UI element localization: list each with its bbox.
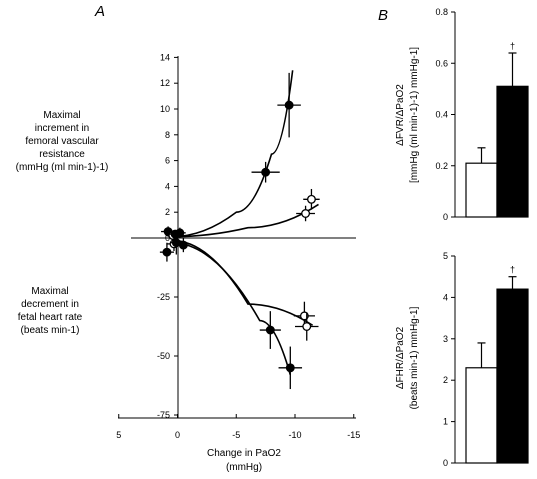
b-bottom-ylabel-line1: ΔFHR/ΔPaO2 — [395, 326, 406, 389]
lower-label-line: Maximal — [31, 286, 68, 297]
fit-curves — [171, 70, 319, 376]
upper-side-label: Maximal increment in femoral vascular re… — [16, 110, 109, 173]
fvr-point-open — [301, 209, 311, 218]
y-tick-label: -75 — [157, 410, 170, 420]
upper-label-line: (mmHg (ml min-1)-1) — [16, 162, 109, 173]
b-top-ylabel-line1: ΔFVR/ΔPaO2 — [395, 84, 406, 146]
bar-y-tick-label: 0 — [443, 212, 448, 222]
y-tick-label: 8 — [165, 130, 170, 140]
x-tick-label: -5 — [232, 430, 240, 440]
fit-curve-lower-filled — [171, 241, 292, 376]
bar-open — [465, 162, 498, 218]
fvr-point-filled — [284, 100, 294, 110]
lower-side-label: Maximal decrement in fetal heart rate (b… — [18, 286, 83, 336]
x-axis-unit: (mmHg) — [226, 462, 262, 473]
fit-curve-upper-open — [171, 203, 319, 238]
x-ticks: 5 0 -5 -10 -15 — [116, 414, 360, 440]
upper-label-line: increment in — [35, 123, 89, 134]
bar-y-tick-label: 0 — [443, 458, 448, 468]
bar-y-tick-label: 0.4 — [435, 110, 448, 120]
fit-curve-lower-open — [171, 239, 314, 326]
y-tick-label: 12 — [160, 78, 170, 88]
lower-label-line: decrement in — [21, 299, 79, 310]
bar-y-tick-label: 2 — [443, 375, 448, 385]
x-axis-label: Change in PaO2 — [207, 448, 281, 459]
y-tick-label: -25 — [157, 292, 170, 302]
panel-b-letter: B — [378, 7, 388, 24]
y-tick-label: 0 — [165, 233, 170, 243]
fvr-point-open — [307, 194, 316, 204]
bar-y-tick-label: 0.6 — [435, 58, 448, 68]
fhr-point-filled — [162, 247, 172, 257]
lower-label-line: fetal heart rate — [18, 312, 83, 323]
panel-b-top-chart: 0 0.2 0.4 0.6 0.8 † — [435, 7, 529, 222]
fhr-point-filled — [178, 240, 188, 250]
y-tick-label: -50 — [157, 351, 170, 361]
fit-curve-upper-filled — [171, 70, 294, 238]
bar-filled — [496, 85, 529, 218]
y-tick-label: 4 — [165, 181, 170, 191]
y-tick-label: 10 — [160, 104, 170, 114]
y-tick-label: 2 — [165, 207, 170, 217]
fhr-point-open — [302, 322, 312, 331]
bar-y-tick-label: 5 — [443, 251, 448, 261]
y-tick-label: 6 — [165, 156, 170, 166]
bar-y-tick-label: 0.2 — [435, 161, 448, 171]
bar-open — [465, 367, 498, 464]
upper-label-line: femoral vascular — [25, 136, 99, 147]
panel-a-letter: A — [94, 3, 105, 20]
upper-label-line: Maximal — [43, 110, 80, 121]
fvr-point-filled — [170, 229, 180, 239]
b-bottom-ylabel-line2: (beats min-1) mmHg-1] — [409, 306, 420, 409]
upper-label-line: resistance — [39, 149, 85, 160]
y-tick-label: 14 — [160, 52, 170, 62]
significance-marker: † — [510, 265, 515, 275]
upper-y-ticks: 14 12 10 8 6 4 2 0 — [160, 52, 178, 243]
bar-filled — [496, 288, 529, 464]
significance-marker: † — [510, 41, 515, 51]
data-points — [159, 72, 320, 390]
lower-y-ticks: -25 -50 -75 — [157, 292, 178, 420]
x-tick-label: -15 — [347, 430, 360, 440]
x-tick-label: -10 — [288, 430, 301, 440]
panel-b-bottom-chart: 0 1 2 3 4 5 † — [443, 251, 529, 468]
bar-y-tick-label: 1 — [443, 417, 448, 427]
bar-y-tick-label: 3 — [443, 334, 448, 344]
x-tick-label: 5 — [116, 430, 121, 440]
lower-label-line: (beats min-1) — [21, 325, 80, 336]
fvr-point-filled — [261, 167, 271, 177]
fhr-point-filled — [285, 363, 295, 373]
bar-y-tick-label: 0.8 — [435, 7, 448, 17]
x-tick-label: 0 — [175, 430, 180, 440]
b-top-ylabel-line2: [mmHg (ml min-1)-1) mmHg-1] — [409, 47, 420, 183]
bar-y-tick-label: 4 — [443, 292, 448, 302]
fhr-point-filled — [265, 325, 275, 335]
